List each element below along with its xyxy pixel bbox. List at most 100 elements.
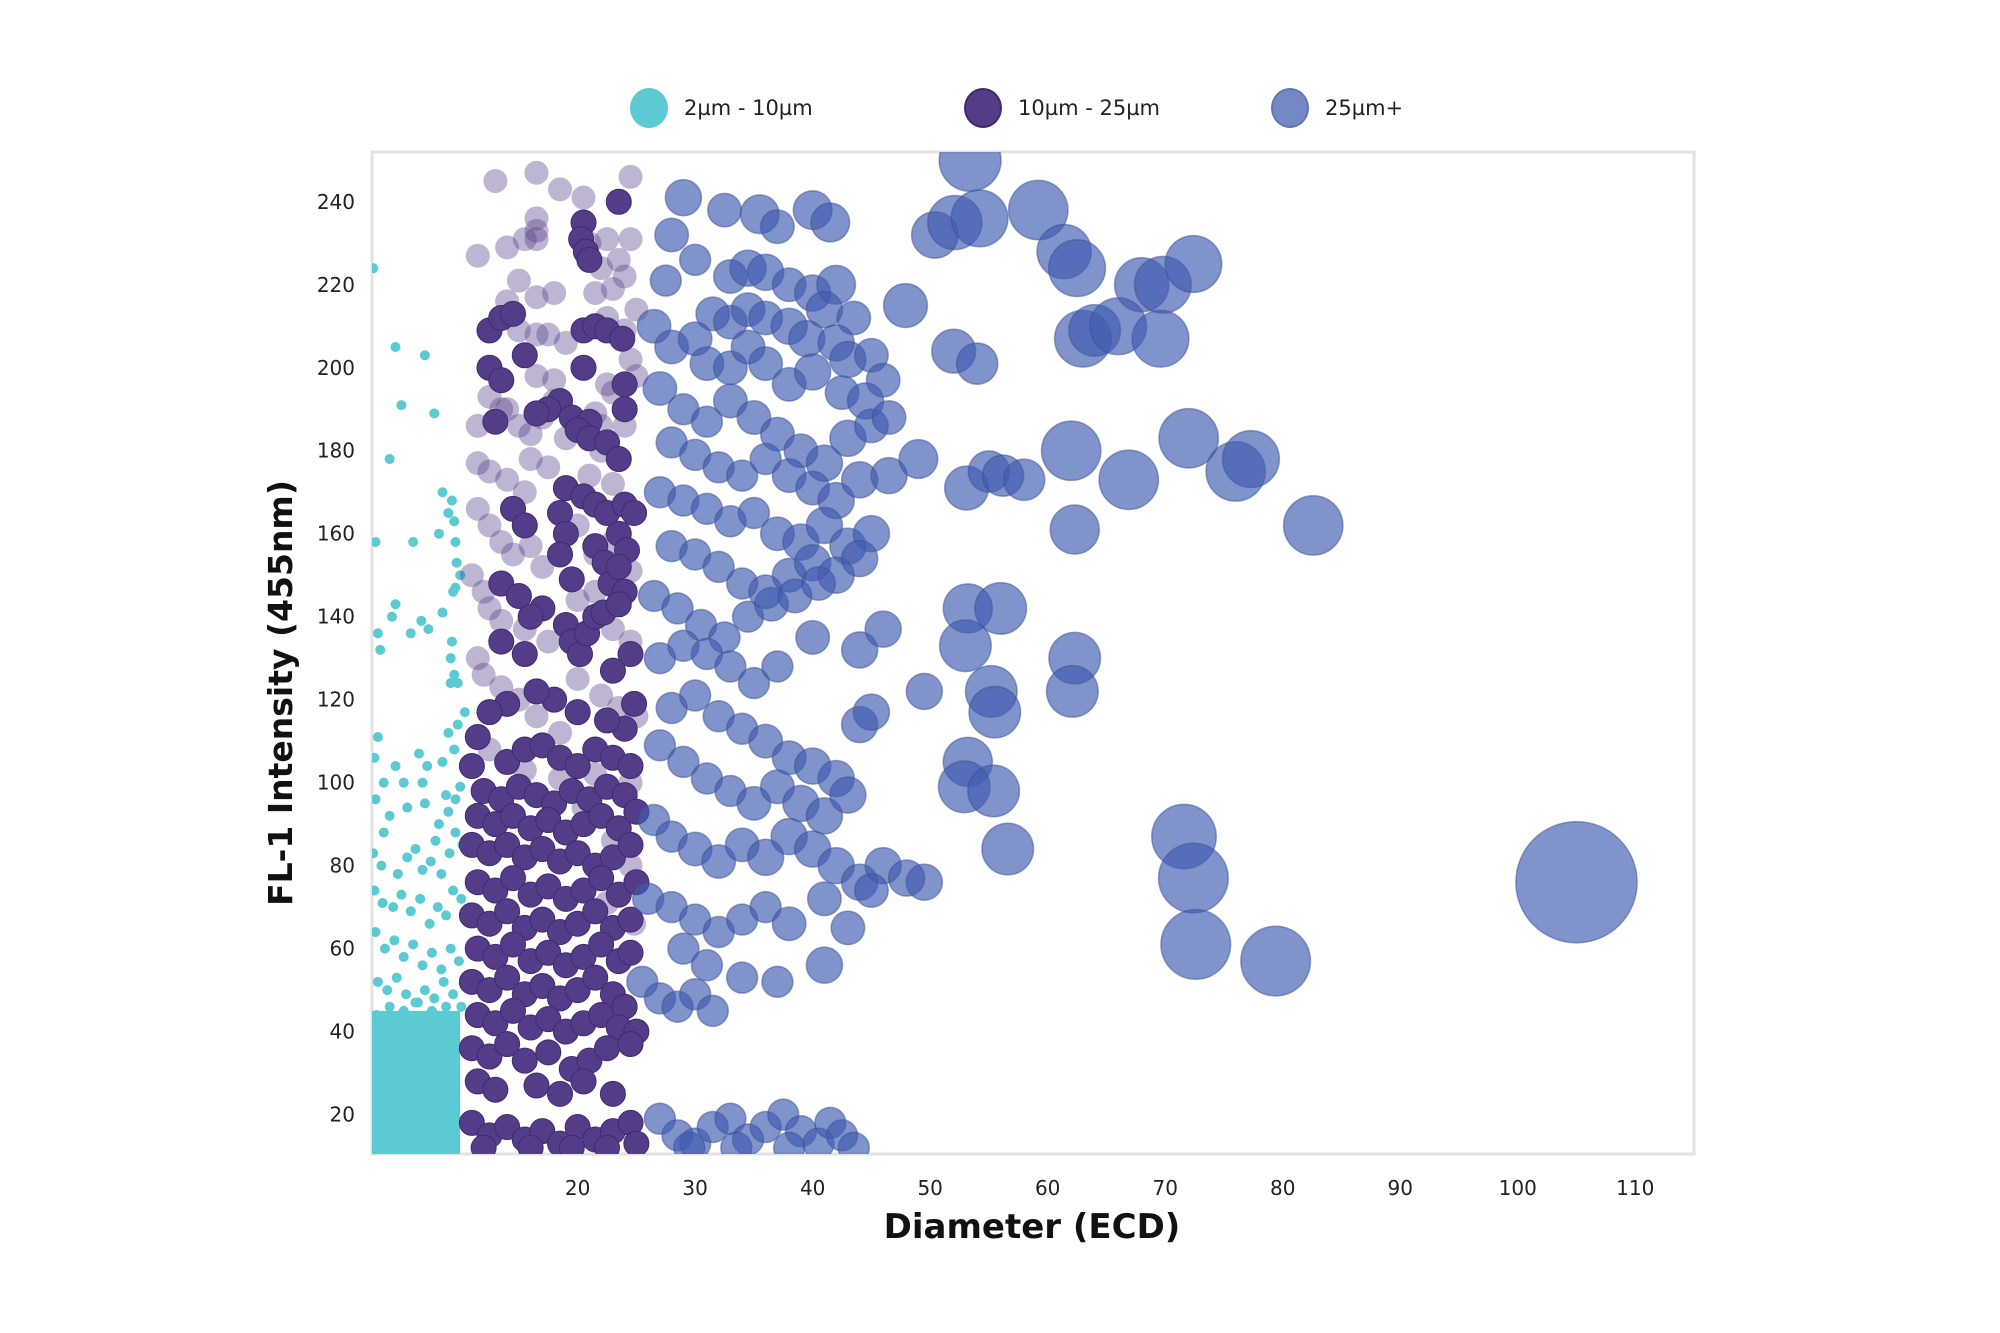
data-point-medium <box>621 499 648 526</box>
data-point-small <box>429 408 440 419</box>
data-point-medium <box>617 831 644 858</box>
y-axis-ticks: 20 40 60 80 100 120 140 160 180 200 220 240 <box>317 190 355 1127</box>
data-point-medium <box>594 1134 621 1154</box>
y-tick-label: 160 <box>317 522 355 546</box>
data-point-medium <box>617 1031 644 1058</box>
data-point-medium-translucent <box>524 160 549 185</box>
data-point-small <box>398 777 409 788</box>
data-point-medium-translucent <box>583 281 608 306</box>
data-point-small <box>372 732 383 743</box>
data-point-large <box>678 243 712 277</box>
data-point-large <box>801 565 837 602</box>
data-point-medium <box>594 707 621 734</box>
data-point-small <box>392 868 403 879</box>
data-point-large <box>749 890 782 924</box>
data-point-medium-translucent <box>565 666 590 691</box>
data-point-large <box>690 405 724 438</box>
data-point-large <box>673 1131 706 1154</box>
data-point-small <box>441 790 452 801</box>
data-point-small <box>443 507 454 518</box>
data-point-large <box>649 264 683 297</box>
data-point-small <box>405 906 416 917</box>
data-point-medium <box>594 1035 621 1062</box>
data-point-large <box>1221 429 1281 489</box>
data-point-small <box>372 263 379 274</box>
data-point-large <box>748 346 784 382</box>
data-point-medium <box>500 931 527 958</box>
data-point-small <box>389 935 400 946</box>
data-point-medium-translucent <box>465 646 490 671</box>
x-tick-label: 40 <box>800 1176 825 1200</box>
data-point-small <box>445 653 456 664</box>
data-point-small <box>417 777 428 788</box>
data-point-large <box>829 776 867 814</box>
data-point-large <box>806 881 842 917</box>
data-point-large <box>864 610 902 648</box>
data-point-small <box>372 537 381 548</box>
x-tick-label: 110 <box>1616 1176 1654 1200</box>
data-point-medium-translucent <box>512 227 537 252</box>
data-point-large <box>661 592 694 625</box>
data-point-small <box>416 615 427 626</box>
data-point-medium-translucent <box>536 455 561 480</box>
data-point-medium-translucent <box>600 471 625 496</box>
data-point-small <box>372 976 383 987</box>
data-point-large <box>690 948 724 982</box>
data-point-medium-translucent <box>495 235 520 260</box>
data-point-small <box>398 951 409 962</box>
data-point-large <box>905 863 944 902</box>
data-point-medium <box>576 246 603 273</box>
data-point-medium-translucent <box>477 459 502 484</box>
data-point-medium-translucent <box>571 185 596 210</box>
legend-label: 25µm+ <box>1325 96 1404 120</box>
data-point-medium <box>621 690 648 717</box>
y-tick-label: 40 <box>330 1020 355 1044</box>
data-point-medium <box>617 753 644 780</box>
data-point-large <box>725 961 759 994</box>
data-point-large <box>837 1131 871 1154</box>
data-point-large <box>714 650 747 683</box>
legend-swatch-cyan-icon <box>630 88 668 128</box>
data-point-large <box>761 965 794 999</box>
data-point-small <box>441 1001 452 1012</box>
data-point-small <box>384 454 395 465</box>
data-point-medium <box>511 512 538 539</box>
data-point-large <box>905 672 944 711</box>
data-point-small <box>450 827 461 838</box>
data-point-large <box>707 192 743 228</box>
data-point-small <box>379 943 390 954</box>
data-point-large <box>761 650 794 683</box>
data-point-small <box>402 852 413 863</box>
data-point-medium-translucent <box>542 368 567 393</box>
y-axis-title: FL-1 Intensity (455nm) <box>261 480 300 906</box>
data-point-medium-translucent <box>518 447 543 472</box>
y-tick-label: 20 <box>330 1103 355 1127</box>
data-point-small <box>422 761 433 772</box>
data-point-small <box>390 761 401 772</box>
data-point-medium <box>470 1134 497 1154</box>
data-point-small <box>429 993 440 1004</box>
data-point-medium-translucent <box>536 629 561 654</box>
data-point-small <box>446 636 457 647</box>
x-tick-label: 50 <box>917 1176 942 1200</box>
data-point-large <box>1131 309 1190 368</box>
data-point-large <box>664 178 703 217</box>
data-point-small <box>408 537 419 548</box>
data-point-small <box>372 1010 382 1021</box>
data-point-medium <box>511 1047 538 1074</box>
data-point-small <box>445 678 456 689</box>
data-point-medium <box>505 582 532 609</box>
data-point-medium-translucent <box>477 596 502 621</box>
data-point-medium <box>617 906 644 933</box>
data-point-medium-translucent <box>577 463 602 488</box>
data-point-small <box>441 910 452 921</box>
data-point-medium <box>611 396 638 423</box>
data-point-small <box>437 607 448 618</box>
data-point-medium-translucent <box>459 563 484 588</box>
data-point-small <box>377 897 388 908</box>
data-point-small <box>405 628 416 639</box>
data-point-medium <box>605 591 632 618</box>
data-point-small <box>426 947 437 958</box>
data-point-large <box>1047 239 1107 298</box>
data-point-small <box>378 827 389 838</box>
